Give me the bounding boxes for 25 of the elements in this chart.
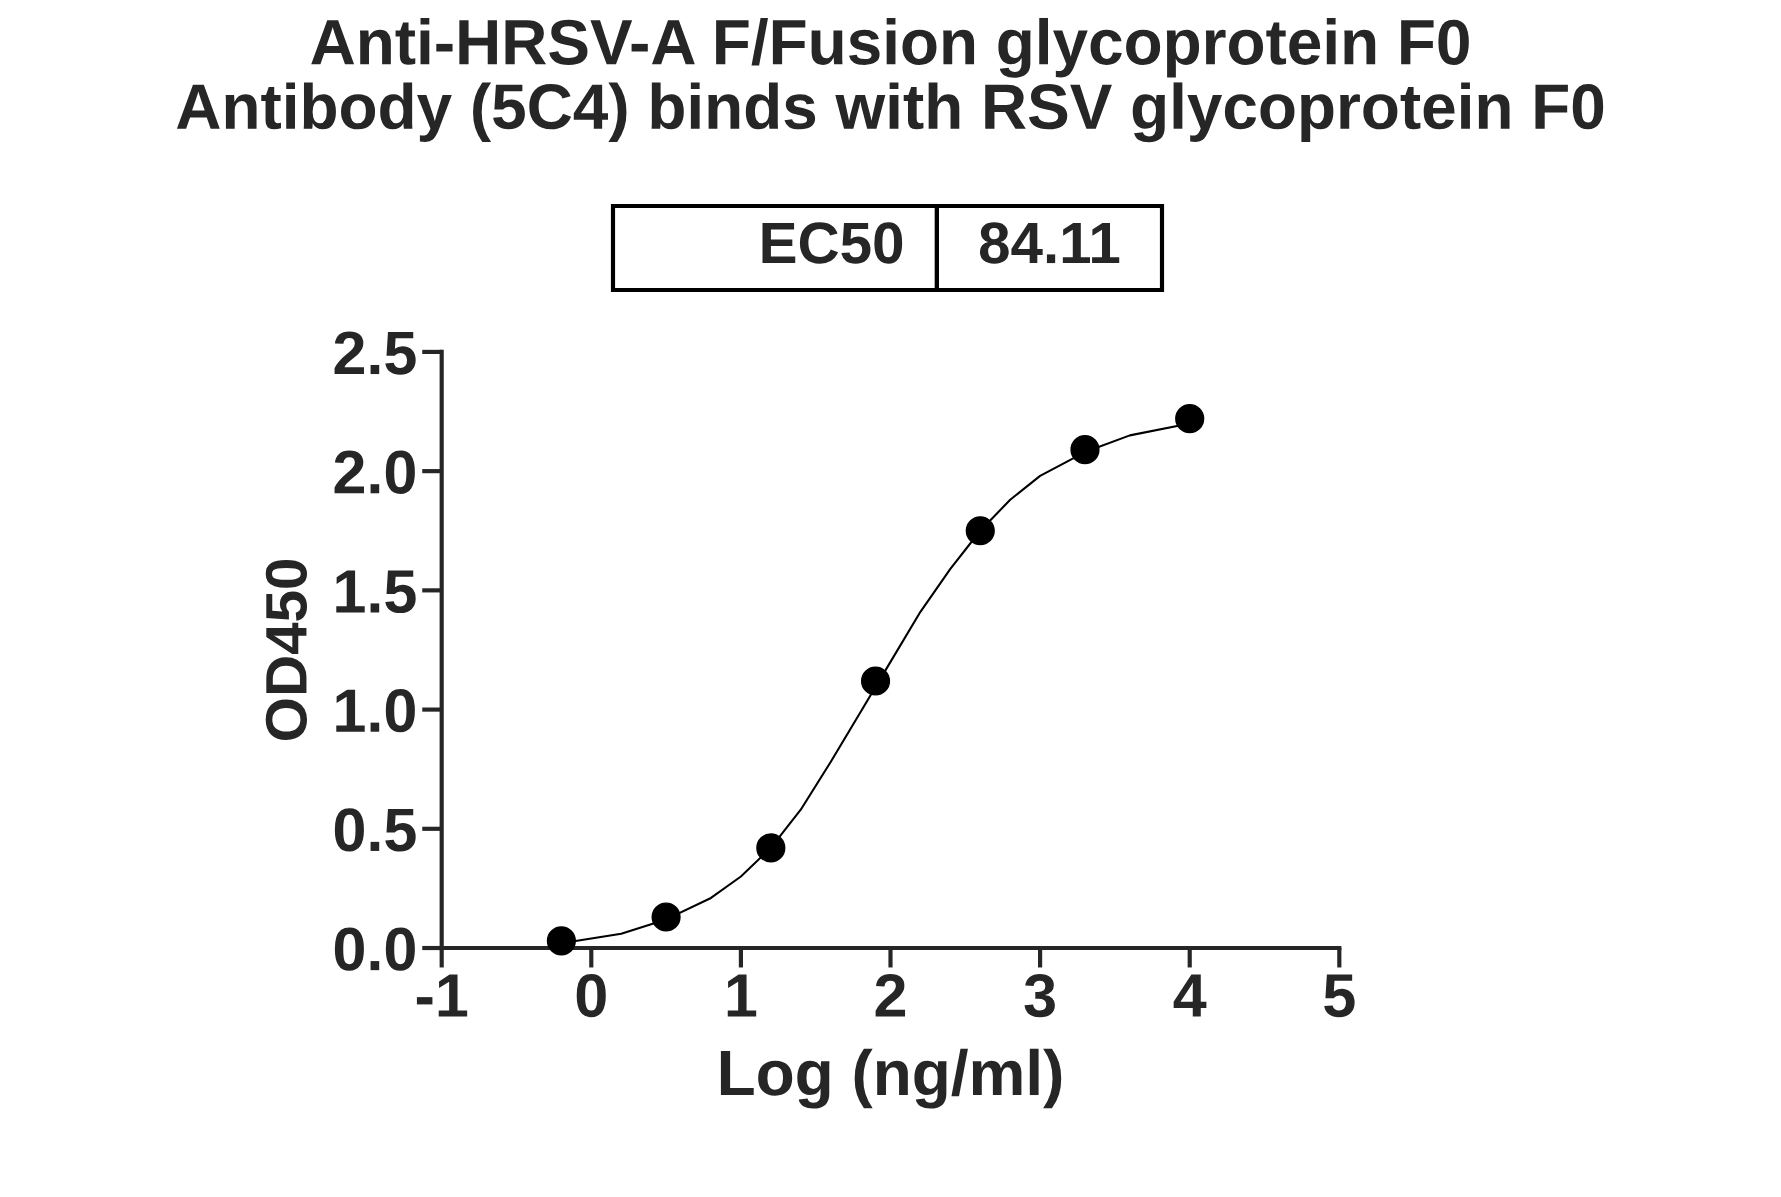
x-tick-label: 3 xyxy=(1024,973,1055,1018)
point xyxy=(546,926,576,956)
y-tick-label: 0.0 xyxy=(334,927,415,971)
x-axis-title: Log (ng/ml) xyxy=(720,1048,1062,1109)
x-tick-label: 1 xyxy=(727,974,757,1017)
text: 84.11 xyxy=(979,222,1120,264)
x-tick-label: 4 xyxy=(1173,974,1207,1017)
point xyxy=(651,902,681,932)
text: EC50 xyxy=(762,222,903,264)
chart-title: Anti-HRSV-A F/Fusion glycoprotein F0 Antibody (5C4) binds with RSV glycoprotein F0 xyxy=(176,17,1604,143)
y-tick-label: 2.5 xyxy=(334,331,416,375)
point xyxy=(1175,404,1205,434)
y-tick-label: 1.5 xyxy=(336,570,416,614)
y-tick-label: 0.5 xyxy=(334,808,416,852)
y-axis-title: OD450 xyxy=(265,559,308,740)
x-tick-label: 0 xyxy=(576,973,606,1018)
y-tick-label: 1.0 xyxy=(336,689,415,733)
point xyxy=(756,833,786,863)
x-tick-label: -1 xyxy=(416,974,468,1017)
x-tick-label: 2 xyxy=(875,973,906,1017)
y-tick-label: 2.0 xyxy=(334,450,415,494)
point xyxy=(1070,435,1100,465)
x-tick-label: 5 xyxy=(1324,974,1355,1018)
point xyxy=(860,666,891,696)
point xyxy=(965,516,995,546)
